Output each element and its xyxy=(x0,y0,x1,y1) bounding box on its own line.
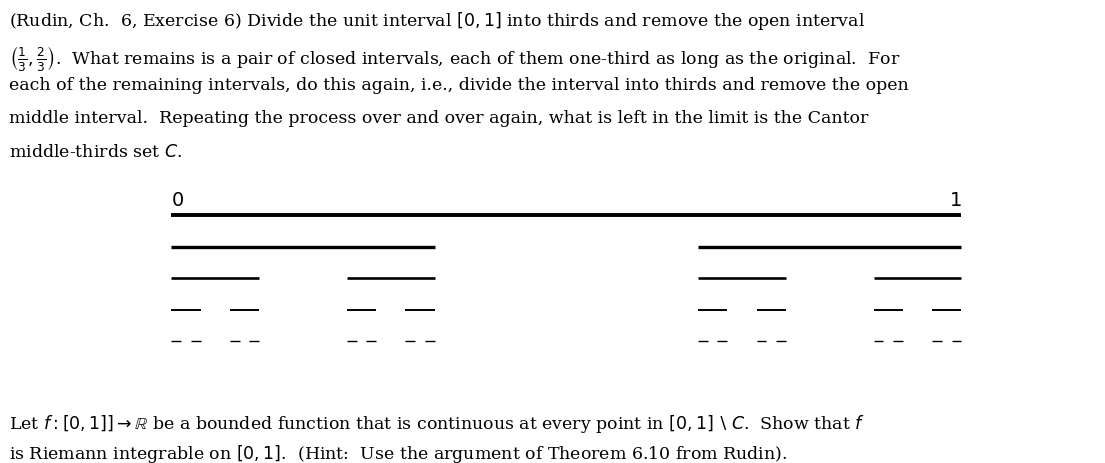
Text: each of the remaining intervals, do this again, i.e., divide the interval into t: each of the remaining intervals, do this… xyxy=(9,77,908,94)
Text: $0$: $0$ xyxy=(171,192,185,210)
Text: $1$: $1$ xyxy=(949,192,961,210)
Text: middle interval.  Repeating the process over and over again, what is left in the: middle interval. Repeating the process o… xyxy=(9,110,869,127)
Text: is Riemann integrable on $[0, 1]$.  (Hint:  Use the argument of Theorem 6.10 fro: is Riemann integrable on $[0, 1]$. (Hint… xyxy=(9,443,787,463)
Text: (Rudin, Ch.  6, Exercise 6) Divide the unit interval $[0, 1]$ into thirds and re: (Rudin, Ch. 6, Exercise 6) Divide the un… xyxy=(9,10,865,32)
Text: $\left(\frac{1}{3}, \frac{2}{3}\right)$.  What remains is a pair of closed inter: $\left(\frac{1}{3}, \frac{2}{3}\right)$.… xyxy=(9,44,901,73)
Text: middle-thirds set $C$.: middle-thirds set $C$. xyxy=(9,144,182,161)
Text: Let $f : [0, 1]] \rightarrow \mathbb{R}$ be a bounded function that is continuou: Let $f : [0, 1]] \rightarrow \mathbb{R}$… xyxy=(9,413,865,435)
